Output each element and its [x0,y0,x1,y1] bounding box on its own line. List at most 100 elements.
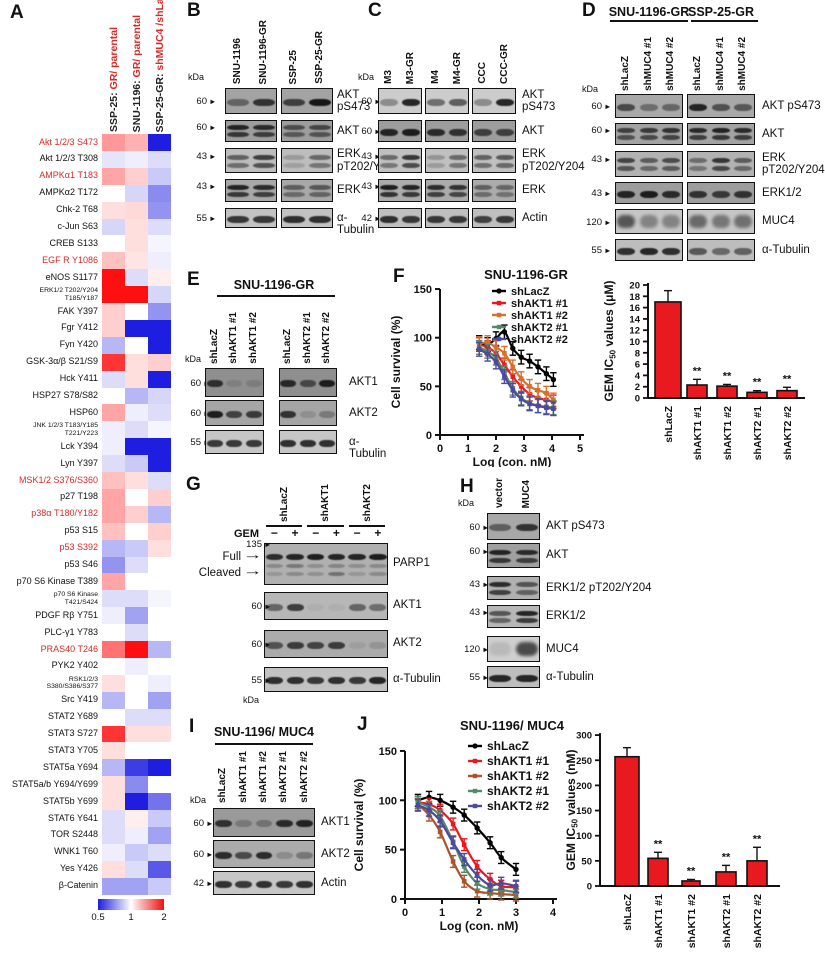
heatmap-cell [125,201,148,219]
lane-label: shMUC4 #2 [664,25,678,91]
kda-value: 120 [464,644,480,656]
protein-band [286,571,304,576]
panel-label-c: C [368,0,382,21]
protein-band [473,215,492,223]
heatmap-cell [102,370,125,388]
kda-value: 135 [246,539,262,550]
data-point [474,873,480,878]
bar-category-label: shAKT1 #2 [686,894,698,948]
protein-band [283,215,305,223]
lane-label-text: shLacZ [692,55,704,91]
heatmap-cell [125,269,148,287]
blot-box [472,208,516,228]
heatmap-cell [102,607,125,625]
kda-arrow-icon: ► [206,850,214,860]
data-point [513,866,519,873]
heatmap-cell [102,843,125,862]
data-point [493,345,499,350]
heatmap-row-label: Akt 1/2/3 T308 [39,153,98,164]
heatmap-cell [148,488,171,507]
group-header-underline [217,295,335,297]
heatmap-row-label: STAT6 Y641 [47,812,98,823]
lane-label-text: shMUC4 #1 [642,37,654,91]
heatmap-cell [125,370,148,388]
panel-f-dose-response-chart: 0 50 100 150 0 1 2 3 4 5 Log (con. nM) Cell surviva… [388,262,606,469]
bar-category-label: shLacZ [663,405,675,442]
blot-box [425,120,469,142]
series-line [479,341,555,401]
group-underline [266,525,303,527]
y-tick-label: 6 [635,360,640,371]
data-point [474,888,480,894]
data-point [544,390,549,396]
lane-label-text: shLacZ [208,328,220,364]
panel-a-heatmap: SSP-25: GR/ parental SNU-1196: GR/ parent… [8,0,198,934]
protein-band [296,820,314,828]
lane-label-text: shAKT2 #2 [321,312,333,364]
blot-label: ERK [337,184,361,197]
protein-band [379,154,398,160]
heatmap-cell [148,404,171,422]
kda-arrow-icon: ► [374,152,381,161]
heatmap-row-label: Hck Y411 [59,373,98,384]
blot-label: ERK1/2 [546,610,586,623]
header-condition: GR/ parental [107,26,120,93]
heatmap-row-label: Src Y419 [61,694,98,705]
data-point [461,842,467,848]
protein-band [489,549,512,555]
bar-category-label: shLacZ [622,893,634,930]
protein-band [286,641,304,649]
protein-band [617,128,636,134]
data-point [551,397,556,403]
heatmap-cell [125,691,148,710]
heatmap-cell [148,539,171,557]
kda-value: 42 [361,213,372,224]
heatmap-row-label: FAK Y397 [57,305,98,316]
heatmap-cell [102,776,125,794]
lane-label: shAKT1 #2 [257,749,271,803]
x-axis-label: Log (con. nM) [473,455,552,467]
heatmap-row-label: CREB S133 [49,237,98,248]
panel-label-g: G [186,474,201,495]
heatmap-cell [125,455,148,473]
panel-label-f: F [393,266,405,287]
header-condition: GR/ parental [130,14,143,81]
lane-label-text: SNU-1196-GR [258,19,269,84]
group-header: SNU-1196-GR [233,278,315,292]
heatmap-cell [148,759,171,777]
data-point [487,840,493,846]
colorbar-scale-label: 1 [128,912,134,923]
group-label-text: shLacZ [278,486,290,522]
protein-band [639,166,658,172]
group-underline [348,525,386,527]
protein-band [253,192,275,198]
blot-box [615,94,683,118]
heatmap-row-label: ERK1/2 T202/Y204 T185/Y187 [39,287,98,302]
heatmap-cell [148,218,171,236]
heatmap-row-label: STAT5a Y694 [42,761,98,772]
heatmap-column-header: SSP-25-GR: shMUC4 /shLacZ [153,0,167,132]
protein-band [426,192,445,198]
lane-label: shAKT2 #1 [301,298,315,364]
panel-j-dose-response-chart: 0 50 100 150 0 1 2 3 4 Log (con. nM) Cell survival… [350,710,608,950]
protein-band [662,214,681,229]
lane-label-text: CCC-GR [499,44,510,84]
protein-band [307,554,325,560]
heatmap-cell [148,286,171,304]
y-tick-label: 150 [379,746,397,758]
protein-band [448,128,467,136]
heatmap-cell [148,235,171,253]
kda-arrow-icon: ► [374,214,381,223]
data-point [527,384,532,389]
heatmap-cell [148,826,171,845]
kda-arrow-icon: ► [264,602,272,612]
data-point [544,405,549,411]
blot-box [281,208,333,228]
protein-band [280,380,297,388]
heatmap-cell [102,674,125,693]
protein-band [734,166,753,172]
heatmap-cell [148,421,171,439]
data-point [450,821,456,827]
bar-category-label: shAKT1 #1 [653,894,665,948]
